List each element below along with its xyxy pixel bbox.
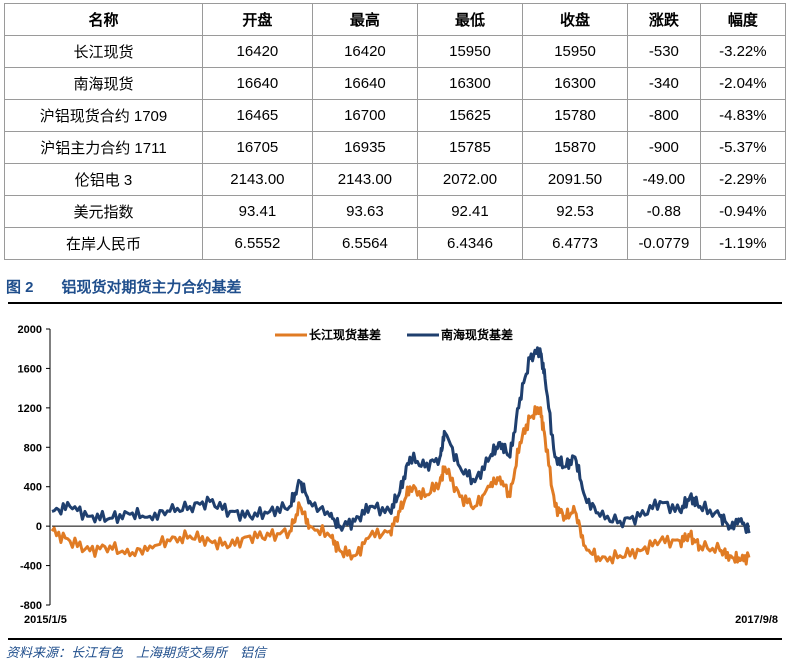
table-cell: 6.5552 — [201, 227, 313, 260]
y-tick-label: -800 — [20, 600, 42, 612]
table-row: 长江现货 16420 16420 15950 15950 -530 -3.22% — [4, 35, 787, 68]
table-cell: 15950 — [416, 35, 524, 68]
table-cell: 15625 — [416, 99, 524, 132]
table-row: 沪铝现货合约 1709 16465 16700 15625 15780 -800 -4.83… — [4, 99, 787, 132]
x-tick-label: 2015/1/5 — [24, 614, 67, 626]
table-cell: 15950 — [522, 35, 629, 68]
table-cell: 16420 — [311, 35, 418, 68]
source-note: 资料来源：长江有色 上海期货交易所 铝信 — [6, 645, 267, 660]
table-cell: 93.63 — [311, 195, 418, 228]
table-cell: 16700 — [311, 99, 418, 132]
y-tick-label: 1200 — [18, 403, 42, 415]
column-header: 最高 — [311, 3, 418, 36]
y-tick-label: 1600 — [18, 363, 42, 375]
table-cell: -5.37% — [699, 131, 787, 164]
table-cell: -0.88 — [627, 195, 701, 228]
series-line-nanhai — [51, 346, 751, 534]
table-cell: -2.29% — [699, 163, 787, 196]
table-cell: -49.00 — [627, 163, 701, 196]
table-cell: 15780 — [522, 99, 629, 132]
table-cell: 15785 — [416, 131, 524, 164]
table-cell: -3.22% — [699, 35, 787, 68]
top-rule — [8, 302, 782, 304]
table-header: 名称 开盘 最高 最低 收盘 涨跌 幅度 — [4, 3, 787, 36]
table-cell: 92.53 — [522, 195, 629, 228]
table-cell: 16420 — [201, 35, 313, 68]
y-tick-label: 2000 — [18, 324, 42, 336]
table-cell: 2091.50 — [522, 163, 629, 196]
table-cell: -0.0779 — [627, 227, 701, 260]
table-cell: 南海现货 — [4, 67, 203, 100]
table-row: 南海现货 16640 16640 16300 16300 -340 -2.04% — [4, 67, 787, 100]
basis-chart: -800 -400 0 400 800 1200 1600 2000 2015/1/5 2017/… — [18, 324, 778, 626]
table-cell: 沪铝主力合约 1711 — [4, 131, 203, 164]
table-cell: 在岸人民币 — [4, 227, 203, 260]
table-cell: 6.5564 — [311, 227, 418, 260]
column-header: 收盘 — [522, 3, 629, 36]
table-cell: 长江现货 — [4, 35, 203, 68]
legend-label: 长江现货基差 — [309, 327, 381, 342]
table-cell: 2143.00 — [311, 163, 418, 196]
table-cell: 2072.00 — [416, 163, 524, 196]
y-tick-label: -400 — [20, 561, 42, 573]
table-cell: -530 — [627, 35, 701, 68]
table-cell: 16300 — [522, 67, 629, 100]
bottom-rule — [8, 638, 782, 640]
y-tick-label: 400 — [24, 482, 42, 494]
table-cell: -340 — [627, 67, 701, 100]
legend-label: 南海现货基差 — [441, 327, 513, 342]
table-cell: -0.94% — [699, 195, 787, 228]
table-cell: 16300 — [416, 67, 524, 100]
figure-number: 图 2 — [6, 279, 34, 296]
column-header: 开盘 — [201, 3, 313, 36]
figure-caption: 铝现货对期货主力合约基差 — [61, 279, 242, 296]
table-cell: 伦铝电 3 — [4, 163, 203, 196]
column-header: 最低 — [416, 3, 524, 36]
price-table: 名称 开盘 最高 最低 收盘 涨跌 幅度 长江现货 16420 16420 15950 15950-… — [4, 3, 787, 260]
table-cell: -1.19% — [699, 227, 787, 260]
table-cell: -800 — [627, 99, 701, 132]
table-row: 在岸人民币 6.5552 6.5564 6.4346 6.4773 -0.0779 -1.1… — [4, 227, 787, 260]
y-tick-label: 800 — [24, 442, 42, 454]
table-row: 伦铝电 3 2143.00 2143.00 2072.00 2091.50 -49.00-… — [4, 163, 787, 196]
table-row: 沪铝主力合约 1711 16705 16935 15785 15870 -900 -5.37… — [4, 131, 787, 164]
table-cell: 15870 — [522, 131, 629, 164]
column-header: 涨跌 — [627, 3, 701, 36]
y-tick-label: 0 — [36, 521, 42, 533]
table-cell: 16465 — [201, 99, 313, 132]
column-header: 幅度 — [699, 3, 787, 36]
series-line-changjiang — [50, 405, 751, 566]
column-header: 名称 — [4, 3, 203, 36]
table-cell: 16705 — [201, 131, 313, 164]
table-row: 美元指数 93.41 93.63 92.41 92.53 -0.88 -0.94% — [4, 195, 787, 228]
table-cell: 沪铝现货合约 1709 — [4, 99, 203, 132]
table-cell: 6.4346 — [416, 227, 524, 260]
table-cell: -2.04% — [699, 67, 787, 100]
table-cell: 16935 — [311, 131, 418, 164]
table-cell: -4.83% — [699, 99, 787, 132]
table-cell: 16640 — [201, 67, 313, 100]
figure-title: 图 2 铝现货对期货主力合约基差 — [6, 276, 270, 297]
table-cell: 2143.00 — [201, 163, 313, 196]
table-cell: 6.4773 — [522, 227, 629, 260]
table-cell: 92.41 — [416, 195, 524, 228]
table-cell: 美元指数 — [4, 195, 203, 228]
table-cell: 93.41 — [201, 195, 313, 228]
x-tick-label: 2017/9/8 — [735, 614, 778, 626]
table-cell: 16640 — [311, 67, 418, 100]
table-cell: -900 — [627, 131, 701, 164]
